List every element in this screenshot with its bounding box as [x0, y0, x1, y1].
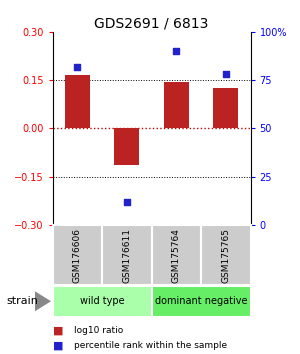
Polygon shape	[34, 291, 51, 312]
Point	[75, 64, 80, 69]
Point	[174, 48, 179, 54]
Text: ■: ■	[52, 326, 63, 336]
Text: strain: strain	[6, 296, 38, 306]
Bar	[65, 75, 90, 128]
Bar	[114, 128, 139, 165]
Text: GSM175764: GSM175764	[172, 228, 181, 283]
Title: GDS2691 / 6813: GDS2691 / 6813	[94, 17, 209, 31]
Text: dominant negative: dominant negative	[155, 296, 247, 306]
Text: log10 ratio: log10 ratio	[74, 326, 123, 336]
Text: wild type: wild type	[80, 296, 124, 306]
Bar	[164, 82, 189, 128]
Point	[224, 72, 228, 77]
Bar	[213, 88, 238, 128]
Text: GSM175765: GSM175765	[221, 228, 230, 283]
Text: GSM176611: GSM176611	[122, 228, 131, 283]
Text: ■: ■	[52, 340, 63, 350]
Point	[124, 199, 129, 205]
Text: percentile rank within the sample: percentile rank within the sample	[74, 341, 226, 350]
Text: GSM176606: GSM176606	[73, 228, 82, 283]
